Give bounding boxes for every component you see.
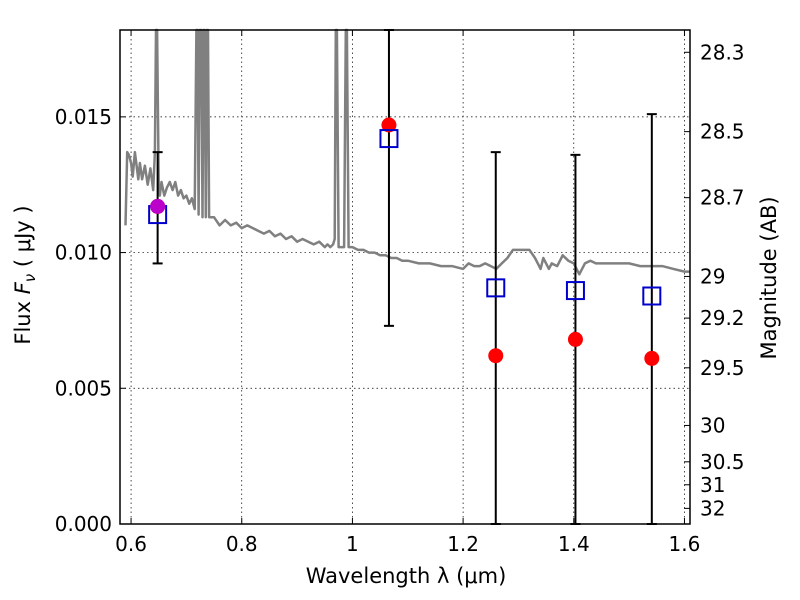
- x-tick-label: 0.6: [115, 532, 147, 556]
- x-tick-label: 1.2: [447, 532, 479, 556]
- magnitude-tick-label: 32: [700, 496, 725, 520]
- y-axis-label-subscript: ν: [21, 274, 39, 282]
- magnitude-tick-label: 28.3: [700, 40, 745, 64]
- model-spectrum-line: [124, 28, 690, 276]
- y-axis-label-units: ( μJy ): [11, 205, 35, 273]
- magnitude-tick-label: 29.5: [700, 356, 745, 380]
- error-bars: [152, 29, 657, 525]
- observed-flux-point: [488, 348, 504, 364]
- y-axis-label-prefix: Flux: [11, 294, 35, 344]
- model-flux-square: [642, 286, 662, 306]
- magnitude-tick-label: 30.5: [700, 450, 745, 474]
- magnitude-tick-label: 28.5: [700, 120, 745, 144]
- observed-flux-point: [381, 117, 397, 133]
- x-axis-label: Wavelength λ (μm): [306, 564, 507, 588]
- y-tick-label: 0.000: [55, 512, 112, 536]
- tick-labels: 0.6 0.8 1 1.2 1.4 1.6 0.000 0.005 0.010 0.015 28.3…: [55, 40, 745, 556]
- y-tick-label: 0.010: [55, 241, 112, 265]
- x-tick-label: 1.6: [669, 532, 701, 556]
- magnitude-axis-label: Magnitude (AB): [757, 196, 781, 359]
- magnitude-tick-label: 30: [700, 413, 725, 437]
- x-tick-label: 1: [346, 532, 359, 556]
- y-tick-label: 0.015: [55, 105, 112, 129]
- x-tick-label: 1.4: [558, 532, 590, 556]
- magnitude-tick-label: 31: [700, 473, 725, 497]
- magnitude-tick-label: 29.2: [700, 306, 745, 330]
- y-axis-label: Flux Fν ( μJy ): [11, 205, 39, 344]
- model-flux-square: [565, 281, 585, 301]
- y-tick-label: 0.005: [55, 376, 112, 400]
- magnitude-tick-label: 29: [700, 264, 725, 288]
- x-tick-label: 0.8: [226, 532, 258, 556]
- y-axis-label-symbol: F: [11, 281, 35, 294]
- observed-flux-point: [567, 331, 583, 347]
- axis-ticks: [120, 30, 690, 525]
- observed-flux-point: [644, 350, 660, 366]
- plot-frame: [119, 29, 691, 525]
- highlight-point: [150, 198, 166, 214]
- magnitude-tick-label: 28.7: [700, 186, 745, 210]
- model-spectrum: [124, 28, 690, 276]
- model-flux-square: [379, 129, 399, 149]
- data-points: [148, 117, 662, 366]
- model-flux-square: [486, 278, 506, 298]
